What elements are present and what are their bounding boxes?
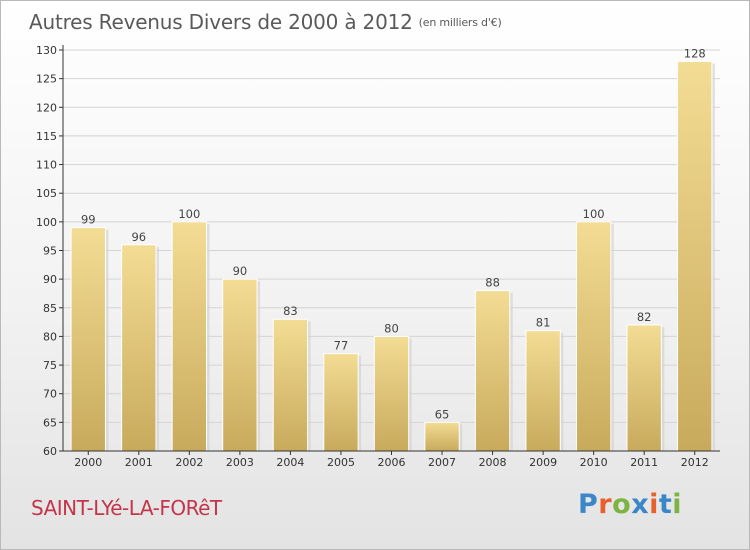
bar [222,278,258,452]
bar [626,324,662,452]
bar-value-label: 80 [384,321,399,335]
y-tick-label: 110 [36,159,57,172]
y-tick-label: 90 [43,273,57,286]
bar [575,221,612,452]
bar [677,60,713,452]
logo-letter: t [658,489,673,520]
bar-value-label: 128 [684,46,706,60]
bar-value-label: 82 [637,310,652,324]
y-tick-label: 130 [36,44,57,57]
axes [59,45,720,455]
y-tick-label: 85 [43,302,57,315]
commune-name: SAINT-LYé-LA-FORêT [31,496,222,520]
x-tick-label: 2006 [378,456,406,469]
bar [474,290,511,452]
bar [70,227,106,452]
bars [70,60,715,452]
logo-letter: P [578,489,599,520]
bar-value-label: 77 [334,339,349,353]
chart-title-unit: (en milliers d'€) [418,16,502,29]
y-tick-label: 100 [36,216,57,229]
x-tick-label: 2001 [125,456,153,469]
bar-value-label: 90 [233,264,248,278]
x-tick-label: 2002 [175,456,203,469]
y-tick-label: 75 [43,359,57,372]
y-tick-label: 105 [36,187,57,200]
logo-letter: i [649,489,659,520]
bar [373,335,410,452]
y-tick-label: 70 [43,388,57,401]
x-tick-label: 2003 [226,456,254,469]
y-tick-label: 120 [36,101,57,114]
y-tick-label: 95 [43,245,57,258]
chart-title: Autres Revenus Divers de 2000 à 2012 (en … [29,10,502,34]
y-tick-label: 65 [43,416,57,429]
bar [525,330,561,452]
x-tick-label: 2004 [276,456,304,469]
logo-letter: o [612,489,632,520]
x-tick-label: 2010 [580,456,608,469]
bar [323,353,359,452]
bar-value-label: 88 [485,276,500,290]
y-tick-label: 80 [43,330,57,343]
logo-letter: i [672,489,683,520]
x-tick-label: 2012 [681,456,709,469]
bar-value-label: 81 [536,316,551,330]
bar-value-label: 100 [583,207,605,221]
bar-value-label: 100 [178,207,200,221]
chart-title-main: Autres Revenus Divers de 2000 à 2012 [29,10,413,34]
logo-letter: r [598,489,613,520]
bar-value-label: 65 [435,407,450,421]
logo-letter: x [631,489,650,520]
bar [171,221,208,452]
x-tick-label: 2009 [529,456,557,469]
bar [272,318,309,452]
x-tick-label: 2011 [630,456,658,469]
bar [121,244,157,452]
proxiti-logo: Proxiti [578,489,682,520]
y-tick-label: 60 [43,445,57,458]
labels: 60 65 70 75 80 85 90 95 100 105 110 115 120 125 130 99 2… [36,44,709,469]
y-tick-label: 115 [36,130,57,143]
bar-value-label: 99 [81,213,96,227]
x-tick-label: 2008 [479,456,507,469]
x-tick-label: 2005 [327,456,355,469]
y-tick-label: 125 [36,73,57,86]
x-tick-label: 2000 [74,456,102,469]
bar-value-label: 96 [131,230,146,244]
bar-value-label: 83 [283,304,298,318]
bar [424,421,460,452]
x-tick-label: 2007 [428,456,456,469]
